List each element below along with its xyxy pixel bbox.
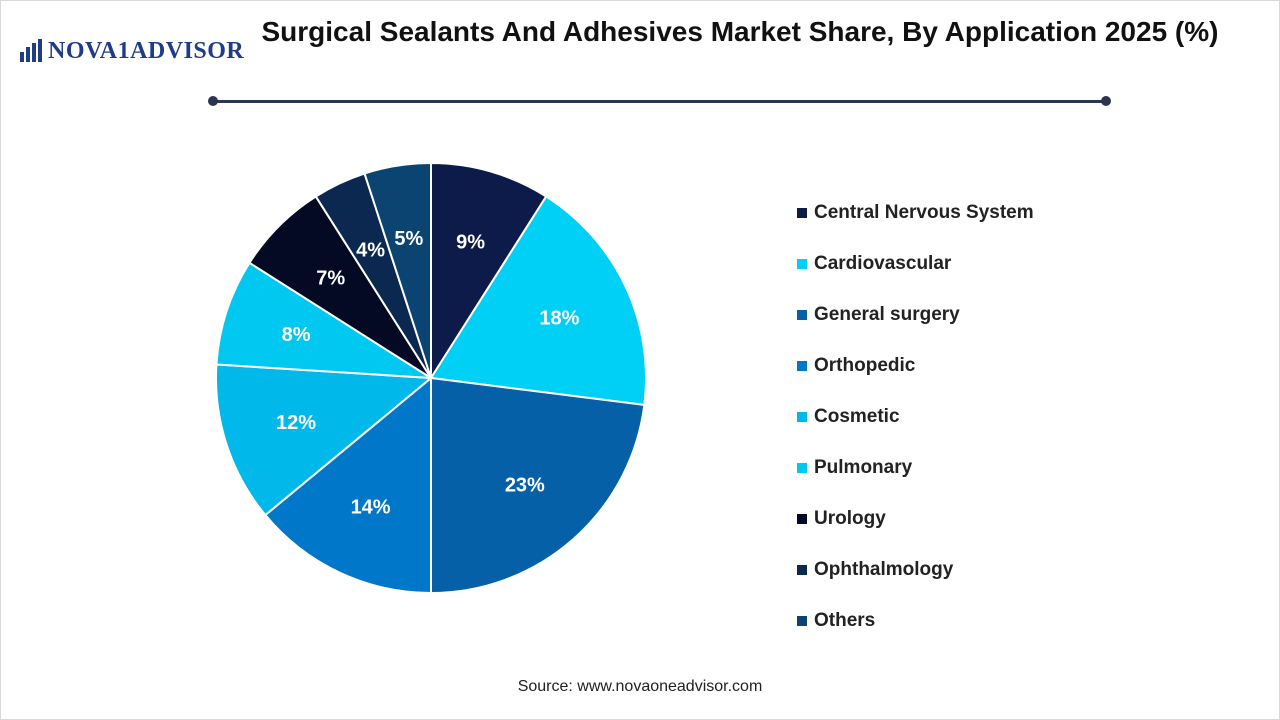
legend-swatch	[797, 309, 807, 320]
legend-swatch	[797, 564, 807, 575]
legend-item-pulmonary: Pulmonary	[797, 442, 1034, 493]
pie-slice-pulmonary	[215, 261, 432, 379]
legend-item-urology: Urology	[797, 493, 1034, 544]
slice-label-central-nervous-system: 9%	[456, 232, 485, 254]
slice-label-cosmetic: 12%	[276, 412, 316, 434]
brand-logo: NOVA1ADVISOR	[18, 34, 244, 68]
legend-item-central-nervous-system: Central Nervous System	[797, 187, 1034, 238]
chart-legend: Central Nervous System Cardiovascular Gene…	[797, 187, 1034, 646]
bar-chart-icon	[20, 39, 42, 62]
pie-slice-orthopedic	[263, 375, 432, 595]
legend-label: Others	[814, 609, 876, 631]
source-note: Source: www.novaoneadvisor.com	[517, 678, 763, 695]
pie-slice-general-surgery	[430, 376, 646, 595]
title-divider	[212, 100, 1108, 103]
legend-item-general-surgery: General surgery	[797, 289, 1034, 340]
slice-label-general-surgery: 23%	[505, 474, 545, 496]
slice-label-urology: 7%	[316, 268, 345, 290]
pie-slice-cosmetic	[215, 363, 434, 517]
legend-item-others: Others	[797, 595, 1034, 646]
divider-dot-right	[1101, 96, 1111, 106]
legend-label: Orthopedic	[814, 354, 916, 376]
pie-slice-central-nervous-system	[430, 161, 548, 382]
legend-swatch	[797, 258, 807, 269]
legend-label: Ophthalmology	[814, 558, 954, 580]
legend-swatch	[797, 615, 807, 626]
legend-swatch	[797, 360, 807, 371]
legend-label: Urology	[814, 507, 886, 529]
legend-label: General surgery	[814, 303, 960, 325]
legend-label: Pulmonary	[814, 456, 913, 478]
legend-label: Central Nervous System	[814, 201, 1034, 223]
legend-item-cardiovascular: Cardiovascular	[797, 238, 1034, 289]
slice-label-cardiovascular: 18%	[539, 308, 579, 330]
slice-label-orthopedic: 14%	[351, 496, 391, 518]
legend-swatch	[797, 207, 807, 218]
legend-swatch	[797, 513, 807, 524]
brand-name: NOVA1ADVISOR	[48, 37, 245, 64]
divider-dot-left	[208, 96, 218, 106]
legend-label: Cardiovascular	[814, 252, 952, 274]
legend-swatch	[797, 411, 807, 422]
slice-label-ophthalmology: 4%	[356, 240, 385, 262]
legend-item-ophthalmology: Ophthalmology	[797, 544, 1034, 595]
pie-slice-others	[363, 161, 432, 379]
legend-item-cosmetic: Cosmetic	[797, 391, 1034, 442]
slice-label-others: 5%	[394, 228, 423, 250]
legend-swatch	[797, 462, 807, 473]
pie-slice-cardiovascular	[429, 195, 647, 407]
slice-label-pulmonary: 8%	[282, 324, 311, 346]
chart-title: Surgical Sealants And Adhesives Market S…	[261, 16, 1219, 47]
legend-item-orthopedic: Orthopedic	[797, 340, 1034, 391]
legend-label: Cosmetic	[814, 405, 900, 427]
